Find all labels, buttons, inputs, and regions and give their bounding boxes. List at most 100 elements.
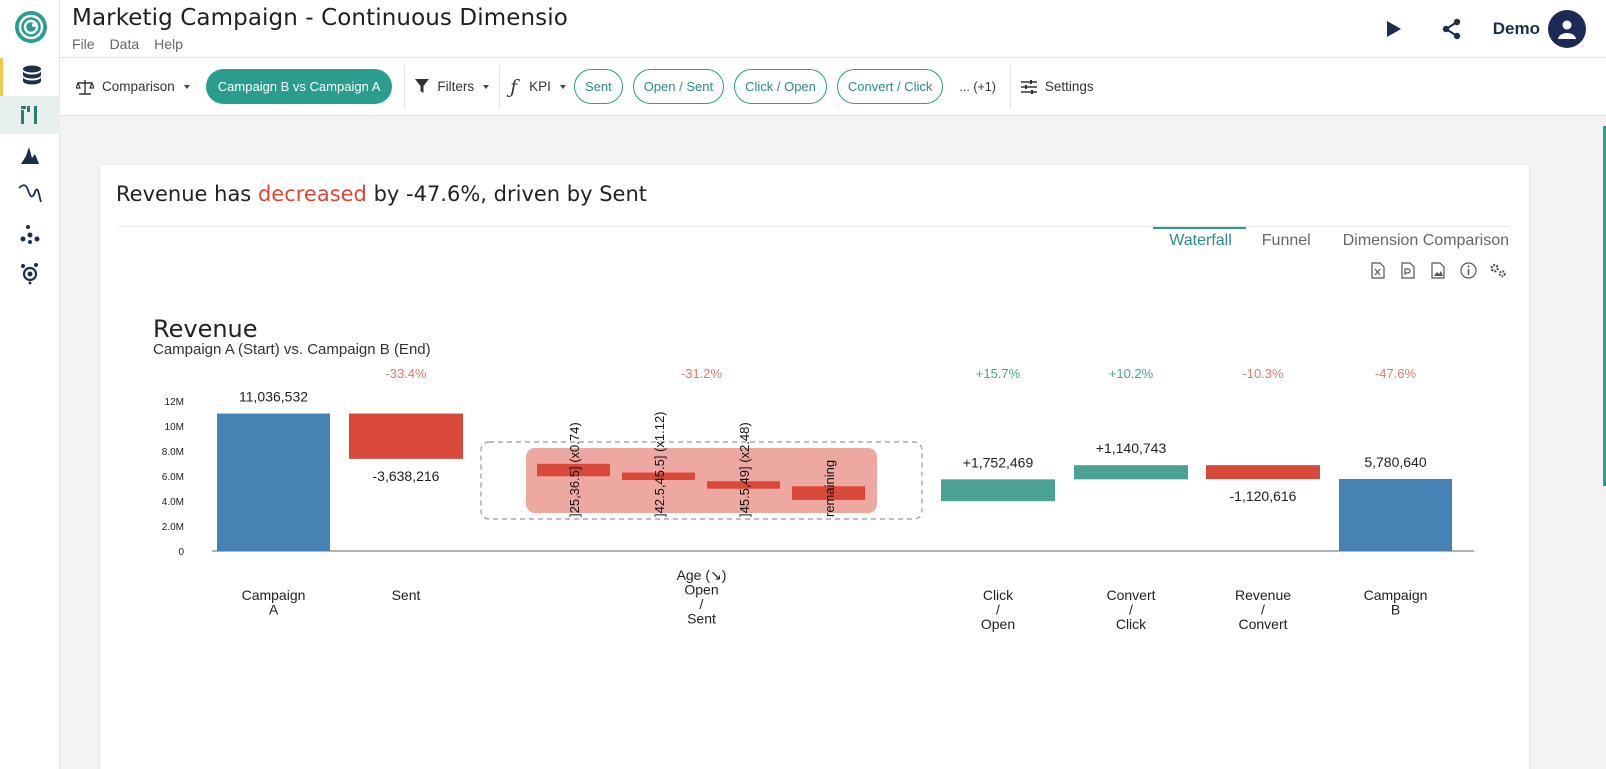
avatar-icon[interactable] (1548, 10, 1586, 48)
divider (118, 226, 1509, 227)
waterfall-bar (1206, 465, 1320, 480)
kpi-dropdown[interactable]: ƒ KPI (502, 58, 574, 116)
comparison-label: Comparison (102, 79, 175, 94)
category-label: Open (981, 616, 1015, 632)
waterfall-bar (349, 413, 463, 459)
category-label: Convert (1238, 616, 1287, 632)
filter-icon (415, 79, 430, 93)
category-label: A (269, 602, 279, 618)
trend-icon[interactable] (0, 174, 60, 212)
user-name[interactable]: Demo (1492, 19, 1540, 38)
sub-bar-label: ]45.5,49] (x2.48) (737, 422, 752, 517)
vertical-scrollbar[interactable] (1603, 126, 1606, 486)
category-label: Convert (1106, 587, 1155, 603)
change-pct-label: +10.2% (1109, 366, 1154, 381)
category-label: B (1391, 602, 1400, 618)
y-tick-label: 6.0M (162, 472, 184, 483)
kpi-chip-convert-click[interactable]: Convert / Click (836, 69, 944, 104)
info-icon[interactable] (1459, 261, 1477, 279)
scatter-icon[interactable] (0, 215, 60, 253)
value-label: 11,036,532 (239, 389, 308, 405)
filters-label: Filters (437, 79, 475, 94)
clustering-icon[interactable] (0, 254, 60, 292)
headline-prefix: Revenue has (116, 182, 258, 206)
pdf-export-icon[interactable] (1399, 261, 1417, 279)
change-pct-label: -47.6% (1375, 366, 1417, 381)
value-label: +1,140,743 (1096, 440, 1167, 456)
app-logo-icon[interactable] (14, 10, 48, 44)
y-tick-label: 12M (165, 397, 184, 408)
image-export-icon[interactable] (1429, 261, 1447, 279)
chevron-down-icon (559, 84, 566, 89)
change-pct-label: -31.2% (681, 366, 723, 381)
headline-highlight: decreased (257, 182, 367, 206)
y-tick-label: 10M (165, 422, 184, 433)
sub-bar-label: ]25,36.5] (x0.74) (567, 422, 582, 517)
tab-waterfall[interactable]: Waterfall (1153, 227, 1246, 259)
toolbar-divider (499, 64, 501, 109)
app-header: Marketig Campaign - Continuous Dimensio … (60, 0, 1606, 58)
chevron-down-icon (183, 84, 190, 89)
category-label: Campaign (242, 587, 306, 603)
sliders-icon (1020, 79, 1037, 94)
value-label: -1,120,616 (1230, 488, 1297, 504)
settings-button[interactable]: Settings (1013, 58, 1102, 116)
analysis-card: Revenue has decreased by -47.6%, driven … (100, 165, 1529, 769)
tab-funnel[interactable]: Funnel (1261, 232, 1311, 249)
menu-file[interactable]: File (72, 36, 95, 52)
y-tick-label: 4.0M (162, 497, 184, 508)
y-tick-label: 0 (178, 547, 184, 558)
gears-icon[interactable] (1489, 261, 1507, 279)
sub-bar-label: remaining (822, 460, 837, 517)
play-icon[interactable] (1377, 12, 1411, 46)
sub-bar (707, 481, 780, 489)
settings-label: Settings (1044, 79, 1094, 94)
category-label: Sent (392, 587, 421, 603)
analysis-toolbar: Comparison Campaign B vs Campaign A Filt… (60, 58, 1606, 116)
category-label: Revenue (1235, 587, 1291, 603)
database-icon[interactable] (0, 58, 60, 96)
category-label: Campaign (1364, 587, 1428, 603)
menu-help[interactable]: Help (154, 36, 183, 52)
category-label: / (1261, 602, 1265, 618)
comparison-value-chip[interactable]: Campaign B vs Campaign A (205, 69, 393, 104)
tab-dimension-comparison[interactable]: Dimension Comparison (1342, 232, 1509, 249)
waterfall-bar (941, 479, 1055, 502)
category-label: / (700, 596, 704, 612)
category-label: / (996, 602, 1000, 618)
chart-subtitle: Campaign A (Start) vs. Campaign B (End) (153, 341, 431, 358)
function-icon: ƒ (510, 75, 518, 98)
waterfall-bar (1074, 465, 1188, 480)
kpi-chip-click-open[interactable]: Click / Open (734, 69, 827, 104)
kpi-chip-sent[interactable]: Sent (573, 69, 623, 104)
toolbar-divider (1009, 64, 1011, 109)
waterfall-bar (1339, 479, 1452, 551)
category-label: Age (↘) (677, 567, 727, 583)
menu-data[interactable]: Data (109, 36, 140, 52)
category-label: Click (1116, 616, 1147, 632)
waterfall-view-icon[interactable] (0, 96, 60, 134)
chevron-down-icon (483, 84, 490, 89)
change-pct-label: -10.3% (1242, 366, 1284, 381)
sub-bar (622, 472, 695, 481)
kpi-chip-open-sent[interactable]: Open / Sent (632, 69, 725, 104)
share-icon[interactable] (1435, 12, 1469, 46)
category-label: Open (684, 582, 718, 598)
sub-bar (792, 486, 865, 500)
distribution-icon[interactable] (0, 136, 60, 174)
category-label: / (1129, 602, 1133, 618)
more-kpis-button[interactable]: ... (+1) (959, 79, 996, 94)
change-pct-label: +15.7% (976, 366, 1021, 381)
waterfall-bar (217, 413, 330, 551)
filters-dropdown[interactable]: Filters (407, 58, 497, 116)
comparison-dropdown[interactable]: Comparison (68, 58, 198, 116)
chart-title: Revenue (153, 315, 258, 343)
left-rail (0, 0, 60, 769)
headline-suffix: by -47.6%, driven by Sent (366, 182, 647, 206)
excel-export-icon[interactable] (1369, 261, 1387, 279)
value-label: 5,780,640 (1364, 454, 1426, 470)
export-tools (1369, 261, 1507, 279)
sub-bar (537, 463, 610, 477)
view-tabs: Waterfall Funnel Dimension Comparison (1153, 227, 1509, 259)
